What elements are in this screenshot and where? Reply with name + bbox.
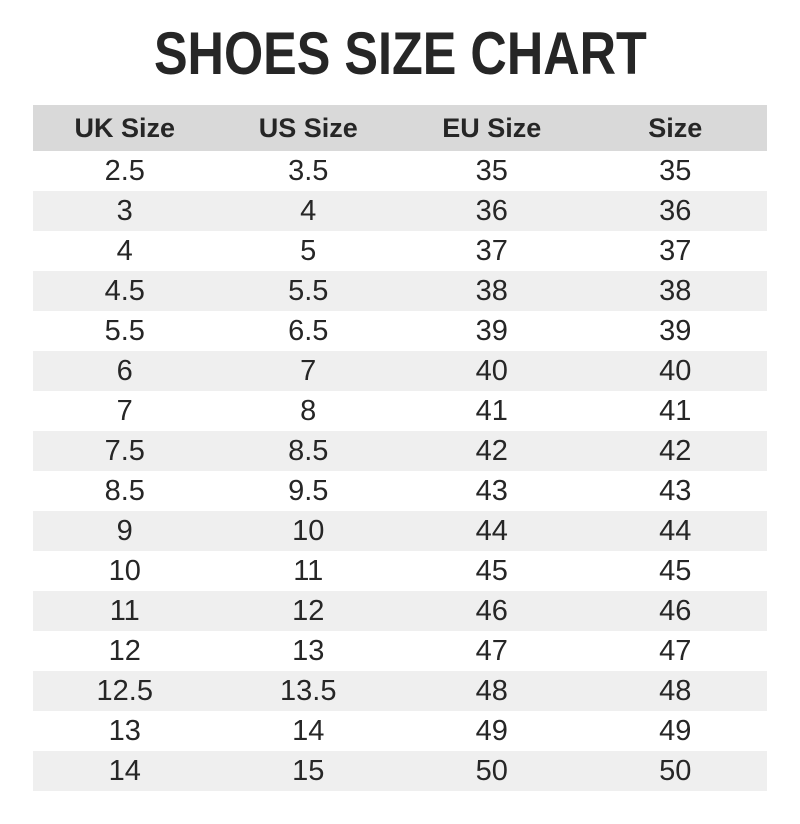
size-cell: 38	[659, 274, 692, 307]
table-row: 13 14 49 49	[33, 711, 767, 751]
size-cell: 47	[659, 634, 692, 667]
size-cell: 48	[475, 674, 508, 707]
size-cell: 45	[659, 554, 692, 587]
table-header: UK Size US Size EU Size Size	[33, 105, 767, 151]
size-cell: 41	[475, 394, 508, 427]
column-header: US Size	[216, 105, 400, 151]
table-row: 12.5 13.5 48 48	[33, 671, 767, 711]
size-cell: 7.5	[104, 434, 145, 467]
size-cell: 12	[108, 634, 141, 667]
table-row: 12 13 47 47	[33, 631, 767, 671]
size-cell: 5.5	[104, 314, 145, 347]
size-cell: 35	[659, 154, 692, 187]
table-row: 8.5 9.5 43 43	[33, 471, 767, 511]
size-cell: 8.5	[288, 434, 329, 467]
size-cell: 11	[293, 554, 324, 587]
size-cell: 7	[116, 394, 133, 427]
header-row: UK Size US Size EU Size Size	[33, 105, 767, 151]
table-row: 4 5 37 37	[33, 231, 767, 271]
size-cell: 11	[109, 594, 140, 627]
size-cell: 36	[659, 194, 692, 227]
size-cell: 7	[300, 354, 317, 387]
table-row: 5.5 6.5 39 39	[33, 311, 767, 351]
size-cell: 9.5	[288, 474, 329, 507]
size-cell: 38	[475, 274, 508, 307]
size-cell: 3.5	[288, 154, 329, 187]
size-cell: 45	[475, 554, 508, 587]
size-cell: 50	[475, 754, 508, 787]
size-cell: 49	[475, 714, 508, 747]
size-cell: 46	[475, 594, 508, 627]
table-row: 7 8 41 41	[33, 391, 767, 431]
size-cell: 9	[116, 514, 133, 547]
size-cell: 14	[292, 714, 325, 747]
size-cell: 40	[475, 354, 508, 387]
size-cell: 41	[659, 394, 692, 427]
table-row: 10 11 45 45	[33, 551, 767, 591]
size-cell: 13.5	[280, 674, 337, 707]
size-cell: 6.5	[288, 314, 329, 347]
size-cell: 13	[108, 714, 141, 747]
size-cell: 12.5	[96, 674, 153, 707]
table-row: 4.5 5.5 38 38	[33, 271, 767, 311]
size-cell: 39	[475, 314, 508, 347]
size-cell: 42	[475, 434, 508, 467]
column-header: Size	[583, 105, 767, 151]
size-cell: 6	[116, 354, 133, 387]
size-cell: 49	[659, 714, 692, 747]
table-body: 2.5 3.5 35 35 3 4 36 36 4 5 37 37 4.5 5.5 38 38 5.5 6.5 39…	[33, 151, 767, 791]
table-row: 14 15 50 50	[33, 751, 767, 791]
size-cell: 8	[300, 394, 317, 427]
size-cell: 4	[300, 194, 317, 227]
size-cell: 37	[475, 234, 508, 267]
size-cell: 4	[116, 234, 133, 267]
size-cell: 10	[292, 514, 325, 547]
size-cell: 2.5	[104, 154, 145, 187]
table-row: 11 12 46 46	[33, 591, 767, 631]
size-cell: 46	[659, 594, 692, 627]
size-cell: 4.5	[104, 274, 145, 307]
size-cell: 43	[659, 474, 692, 507]
size-cell: 47	[475, 634, 508, 667]
size-cell: 50	[659, 754, 692, 787]
column-header: UK Size	[33, 105, 217, 151]
table-row: 9 10 44 44	[33, 511, 767, 551]
size-chart-page: SHOES SIZE CHART UK Size US Size EU Size Si…	[0, 24, 800, 824]
size-cell: 43	[475, 474, 508, 507]
size-cell: 5.5	[288, 274, 329, 307]
size-cell: 40	[659, 354, 692, 387]
size-cell: 44	[475, 514, 508, 547]
size-cell: 15	[292, 754, 325, 787]
size-cell: 5	[300, 234, 317, 267]
size-cell: 37	[659, 234, 692, 267]
title-container: SHOES SIZE CHART	[0, 24, 800, 86]
size-cell: 42	[659, 434, 692, 467]
size-cell: 8.5	[104, 474, 145, 507]
table-row: 7.5 8.5 42 42	[33, 431, 767, 471]
column-header: EU Size	[400, 105, 584, 151]
size-cell: 44	[659, 514, 692, 547]
table-row: 3 4 36 36	[33, 191, 767, 231]
size-cell: 39	[659, 314, 692, 347]
size-cell: 36	[475, 194, 508, 227]
size-cell: 35	[475, 154, 508, 187]
size-cell: 3	[116, 194, 133, 227]
size-chart-table: UK Size US Size EU Size Size 2.5 3.5 35 35 3 4 36…	[33, 105, 767, 791]
size-cell: 10	[108, 554, 141, 587]
table-row: 6 7 40 40	[33, 351, 767, 391]
page-title: SHOES SIZE CHART	[153, 20, 647, 87]
size-cell: 48	[659, 674, 692, 707]
table-row: 2.5 3.5 35 35	[33, 151, 767, 191]
size-cell: 13	[292, 634, 325, 667]
size-cell: 14	[108, 754, 141, 787]
size-cell: 12	[292, 594, 325, 627]
